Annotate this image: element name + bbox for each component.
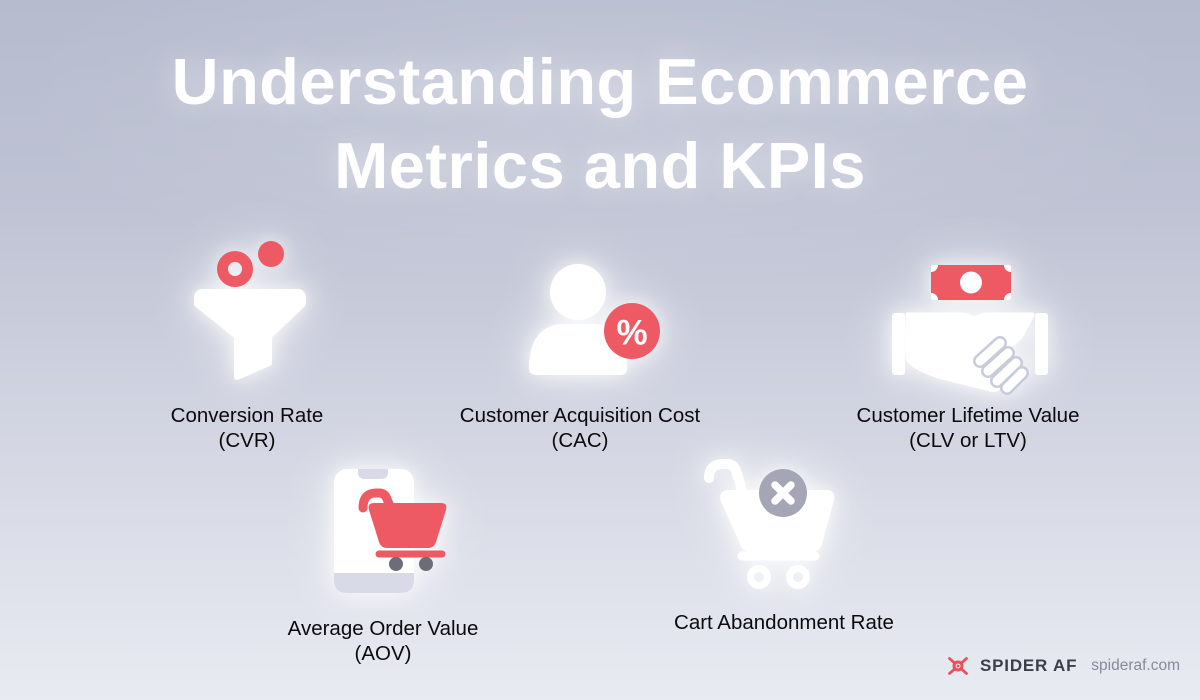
website-url: spideraf.com	[1091, 657, 1180, 674]
close-icon	[771, 481, 795, 505]
metric-abbr: (CVR)	[218, 429, 276, 452]
phone-cart-icon	[334, 469, 447, 593]
spider-af-logo-icon	[948, 657, 968, 675]
metric-name: Cart Abandonment Rate	[674, 611, 894, 634]
metric-name: Customer Acquisition Cost	[459, 404, 701, 427]
metric-cart-abandonment-rate: Cart Abandonment Rate	[634, 610, 934, 635]
metric-abbr: (CLV or LTV)	[909, 429, 1027, 452]
metric-abbr: (CAC)	[551, 429, 609, 452]
customer-percent-icon: %	[529, 264, 660, 375]
brand-name: SPIDER AF	[980, 656, 1078, 675]
title-line-2: Metrics and KPIs	[334, 128, 866, 202]
infographic-title: Understanding Ecommerce Metrics and KPIs	[0, 40, 1200, 208]
metric-customer-acquisition-cost: Customer Acquisition Cost (CAC)	[430, 403, 730, 453]
metric-abbr: (AOV)	[354, 642, 412, 665]
metric-average-order-value: Average Order Value (AOV)	[233, 616, 533, 666]
metric-conversion-rate: Conversion Rate (CVR)	[97, 403, 397, 453]
abandoned-cart-icon	[704, 459, 835, 589]
metric-name: Average Order Value	[287, 617, 479, 640]
footer: SPIDER AF spideraf.com	[945, 654, 1180, 678]
metric-customer-lifetime-value: Customer Lifetime Value (CLV or LTV)	[798, 403, 1138, 453]
funnel-icon	[194, 241, 306, 380]
percent-symbol: %	[616, 314, 647, 353]
handshake-money-icon	[892, 265, 1048, 395]
title-line-1: Understanding Ecommerce	[171, 45, 1029, 118]
metric-name: Customer Lifetime Value	[856, 404, 1080, 427]
metric-name: Conversion Rate	[170, 404, 324, 427]
